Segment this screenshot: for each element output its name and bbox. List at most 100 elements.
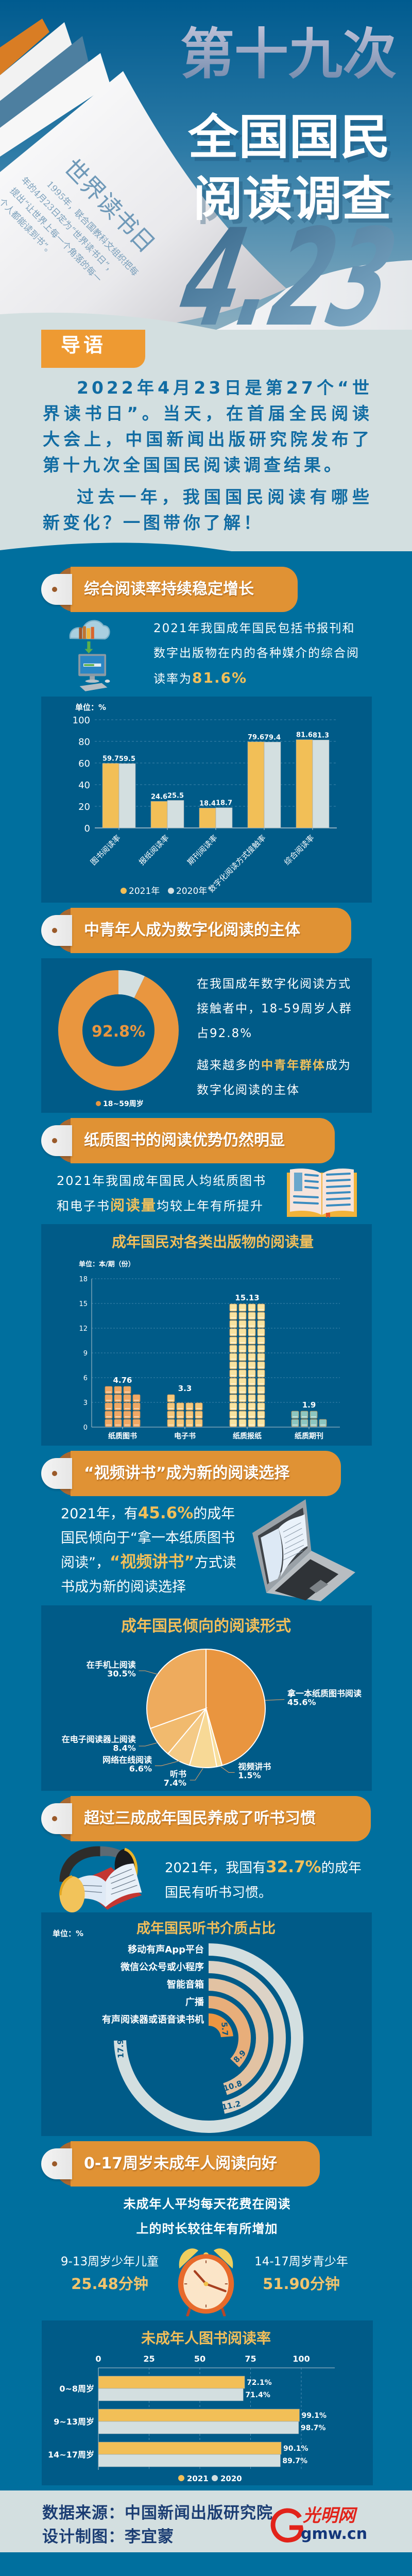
tag-clip-decoration <box>41 915 72 946</box>
book-icon <box>229 1320 237 1328</box>
chart6-title: 未成年人图书阅读率 <box>141 2330 271 2347</box>
value-label: 15.13 <box>235 1293 259 1302</box>
value-label: 1.9 <box>302 1400 316 1410</box>
section-tag-6: 0-17周岁未成年人阅读向好 <box>41 2141 320 2187</box>
reading-rate-bar-chart: 单位：% 0 20 40 60 80 100 59.7 59.5 图书阅读率 24.6 25.5 报纸… <box>73 703 337 896</box>
y-tick-label: 12 <box>79 1325 88 1333</box>
book-icon <box>257 1411 265 1419</box>
book-icon <box>229 1411 237 1419</box>
book-icon <box>167 1419 175 1427</box>
book-icon <box>229 1386 237 1394</box>
tag-body <box>71 567 298 612</box>
book-icon <box>257 1369 265 1378</box>
category-label: 综合阅读率 <box>282 833 316 867</box>
section-2-body-2: 越来越多的中青年群体成为数字化阅读的主体 <box>197 1053 360 1103</box>
slice-value-label: 1.5% <box>238 1770 261 1780</box>
legend-dot <box>178 2475 184 2481</box>
section-title: 中青年人成为数字化阅读的主体 <box>84 921 300 939</box>
computer-cloud-icon <box>69 620 110 691</box>
chart5-title: 成年国民听书介质占比 <box>136 1920 276 1937</box>
book-icon <box>257 1361 265 1369</box>
section-1-text: 2021年我国成年国民包括书报刊和数字出版物在内的各种媒介的综合阅读率为81.6… <box>153 616 365 691</box>
y-tick-label: 80 <box>78 737 90 748</box>
book-icon <box>300 1419 308 1427</box>
book-icon <box>238 1378 247 1386</box>
bar-value-label: 79.4 <box>264 734 281 741</box>
book-icon <box>167 1411 175 1419</box>
book-icon <box>123 1411 131 1419</box>
category-label: 9~13周岁 <box>54 2417 94 2427</box>
slice-value-label: 7.4% <box>164 1778 186 1788</box>
radial-bar <box>114 1943 303 2133</box>
book-icon <box>238 1345 247 1353</box>
age-9-13-label: 9-13周岁少年儿童 <box>60 2255 159 2268</box>
book-icon <box>238 1369 247 1378</box>
book-icon <box>123 1394 131 1402</box>
section-title: 0-17周岁未成年人阅读向好 <box>84 2155 278 2173</box>
gmw-logo[interactable]: 光明网 gmw.cn <box>269 2502 372 2544</box>
x-tick-label: 25 <box>143 2354 154 2364</box>
donut-legend-label: 18~59周岁 <box>103 1099 144 1108</box>
book-icon <box>229 1361 237 1369</box>
book-icon <box>238 1353 247 1361</box>
bar-2021年 <box>296 739 313 828</box>
legend-dot <box>168 888 174 894</box>
value-label: 5.7 <box>219 2022 230 2036</box>
book-icon <box>248 1353 256 1361</box>
text: 2021年我国成年国民人均纸质图书和电子书 <box>57 1174 267 1213</box>
book-icon <box>176 1419 184 1427</box>
slice-name-label: 网络在线阅读 <box>102 1755 152 1765</box>
book-icon <box>238 1402 247 1411</box>
book-icon <box>229 1336 237 1345</box>
back-sheet-white <box>0 22 72 101</box>
bar-value-label: 18.7 <box>216 800 232 807</box>
headphones-book-icon <box>59 1846 142 1912</box>
donut-center-label: 92.8% <box>92 1023 145 1041</box>
tag-hole <box>52 1471 57 1476</box>
book-icon <box>229 1394 237 1402</box>
age-donut-chart: 92.8% 18~59周岁 <box>58 970 179 1108</box>
y-tick-label: 6 <box>83 1375 88 1382</box>
book-icon <box>123 1386 131 1394</box>
book-icon <box>105 1419 113 1427</box>
category-label: 期刊阅读率 <box>185 833 219 867</box>
section-1-highlight: 81.6% <box>192 669 248 686</box>
book-icon <box>238 1328 247 1336</box>
intro-tag: 导语 <box>41 330 145 368</box>
book-icon <box>195 1419 203 1427</box>
legend-label: 2020 <box>220 2474 242 2483</box>
logo-domain: gmw.cn <box>301 2525 367 2543</box>
category-label: 图书阅读率 <box>89 833 123 867</box>
x-tick-label: 75 <box>245 2354 256 2364</box>
category-label: 有声阅读器或语音读书机 <box>102 2014 204 2025</box>
book-icon <box>248 1411 256 1419</box>
tag-body <box>71 1451 341 1496</box>
book-icon <box>257 1353 265 1361</box>
slice-name-label: 在电子阅读器上阅读 <box>62 1734 136 1744</box>
leader-line <box>190 1768 203 1781</box>
designer-credit: 设计制图：李宜蒙 <box>42 2528 174 2546</box>
tag-hole <box>52 928 57 933</box>
bar-value-label: 18.4 <box>199 800 216 807</box>
logo-g-mark <box>270 2508 303 2543</box>
section-tag-3: 纸质图书的阅读优势仍然明显 <box>41 1118 335 1163</box>
y-tick-label: 15 <box>79 1300 88 1308</box>
text: 2021年，我国有 <box>165 1860 266 1876</box>
highlight: 32.7% <box>266 1858 321 1876</box>
chart3-unit-label: 单位：本/期（份） <box>79 1260 135 1268</box>
book-icon <box>257 1386 265 1394</box>
data-source: 数据来源：中国新闻出版研究院 <box>42 2504 273 2522</box>
book-icon <box>248 1328 256 1336</box>
bar-2020年 <box>312 739 330 828</box>
book-icon <box>114 1419 122 1427</box>
slice-name-label: 在手机上阅读 <box>87 1660 136 1670</box>
book-icon <box>257 1320 265 1328</box>
book-icon <box>238 1320 247 1328</box>
book-icon <box>248 1378 256 1386</box>
book-icon <box>238 1411 247 1419</box>
y-tick-label: 3 <box>83 1399 88 1407</box>
book-icon <box>248 1402 256 1411</box>
category-label: 广播 <box>185 1996 204 2008</box>
